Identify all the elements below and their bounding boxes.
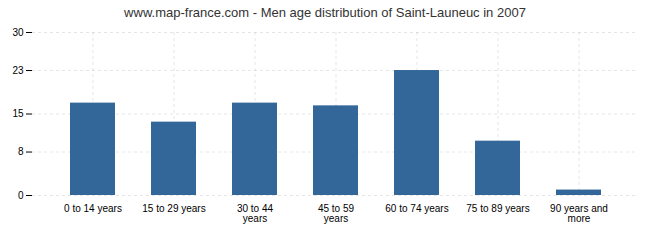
html-text:www.map-france.com - Men age d: www.map-france.com - Men age distributio… [124,5,526,20]
svg-text:0 to 14 years: 0 to 14 years [64,203,122,214]
svg-text:45 to 59years: 45 to 59years [318,203,355,224]
svg-text:75 to 89 years: 75 to 89 years [466,203,529,214]
svg-text:8: 8 [18,146,24,157]
svg-text:0: 0 [18,190,24,201]
svg-text:30 to 44years: 30 to 44years [237,203,274,224]
svg-text:15 to 29 years: 15 to 29 years [142,203,205,214]
svg-text:90 years andmore: 90 years andmore [550,203,608,224]
svg-text:15: 15 [12,108,24,119]
svg-text:23: 23 [12,65,24,76]
svg-text:30: 30 [12,27,24,38]
svg-text:60 to 74 years: 60 to 74 years [385,203,448,214]
